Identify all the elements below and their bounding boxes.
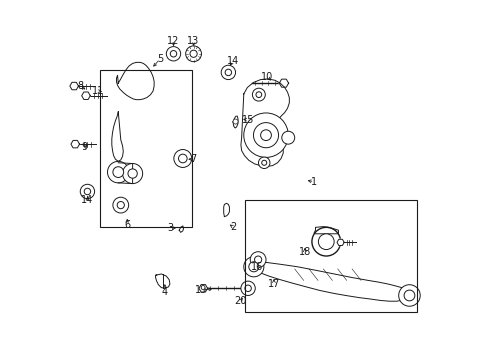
Bar bbox=[100, 69, 191, 227]
Circle shape bbox=[253, 123, 278, 148]
Polygon shape bbox=[249, 258, 408, 301]
Circle shape bbox=[252, 88, 265, 101]
Text: 20: 20 bbox=[234, 296, 246, 306]
Circle shape bbox=[311, 227, 340, 256]
Text: 3: 3 bbox=[166, 224, 173, 233]
Circle shape bbox=[248, 262, 258, 272]
Circle shape bbox=[113, 167, 123, 177]
Circle shape bbox=[84, 188, 90, 195]
Circle shape bbox=[261, 160, 266, 165]
Circle shape bbox=[233, 119, 238, 124]
Polygon shape bbox=[112, 112, 123, 161]
Text: 13: 13 bbox=[187, 36, 199, 46]
Circle shape bbox=[258, 157, 269, 168]
Circle shape bbox=[250, 252, 265, 267]
Text: 4: 4 bbox=[162, 287, 167, 297]
Polygon shape bbox=[241, 79, 289, 166]
Circle shape bbox=[398, 285, 419, 306]
Text: 15: 15 bbox=[242, 115, 254, 125]
Polygon shape bbox=[199, 284, 207, 292]
Circle shape bbox=[255, 92, 261, 98]
Circle shape bbox=[244, 113, 287, 157]
Circle shape bbox=[117, 202, 124, 209]
Text: 11: 11 bbox=[92, 86, 104, 96]
Circle shape bbox=[185, 46, 201, 62]
Bar bbox=[244, 200, 416, 312]
Circle shape bbox=[244, 285, 251, 292]
Polygon shape bbox=[116, 62, 154, 100]
Circle shape bbox=[113, 197, 128, 213]
Text: 16: 16 bbox=[250, 262, 263, 272]
Circle shape bbox=[190, 50, 197, 57]
Polygon shape bbox=[71, 140, 80, 148]
Polygon shape bbox=[155, 274, 169, 288]
Circle shape bbox=[174, 149, 191, 167]
Circle shape bbox=[80, 184, 94, 199]
Polygon shape bbox=[179, 226, 183, 232]
Text: 6: 6 bbox=[124, 220, 130, 230]
Text: 2: 2 bbox=[230, 222, 236, 232]
Circle shape bbox=[122, 163, 142, 184]
Text: 12: 12 bbox=[167, 36, 179, 46]
Text: 10: 10 bbox=[260, 72, 272, 82]
Polygon shape bbox=[233, 116, 238, 128]
Circle shape bbox=[254, 256, 261, 263]
Text: 8: 8 bbox=[78, 81, 83, 91]
Circle shape bbox=[224, 69, 231, 76]
Circle shape bbox=[281, 131, 294, 144]
Polygon shape bbox=[81, 92, 90, 99]
Text: 18: 18 bbox=[298, 247, 310, 257]
Text: 7: 7 bbox=[190, 154, 196, 164]
Text: 17: 17 bbox=[267, 279, 280, 289]
Polygon shape bbox=[118, 163, 132, 184]
Circle shape bbox=[403, 290, 414, 301]
Text: 14: 14 bbox=[226, 56, 239, 66]
Circle shape bbox=[260, 130, 271, 140]
Circle shape bbox=[241, 281, 255, 296]
Text: 14: 14 bbox=[81, 195, 93, 205]
Polygon shape bbox=[70, 82, 78, 90]
Text: 5: 5 bbox=[157, 54, 163, 64]
Text: 9: 9 bbox=[81, 142, 88, 152]
Text: 19: 19 bbox=[194, 285, 206, 296]
Circle shape bbox=[166, 46, 180, 61]
Polygon shape bbox=[279, 79, 288, 87]
Text: 1: 1 bbox=[311, 177, 317, 187]
Circle shape bbox=[178, 154, 187, 163]
Polygon shape bbox=[223, 203, 229, 217]
Circle shape bbox=[244, 257, 264, 277]
Polygon shape bbox=[336, 239, 344, 246]
Circle shape bbox=[221, 65, 235, 80]
Circle shape bbox=[170, 50, 176, 57]
Circle shape bbox=[107, 161, 129, 183]
Circle shape bbox=[318, 234, 333, 249]
Circle shape bbox=[128, 169, 137, 178]
